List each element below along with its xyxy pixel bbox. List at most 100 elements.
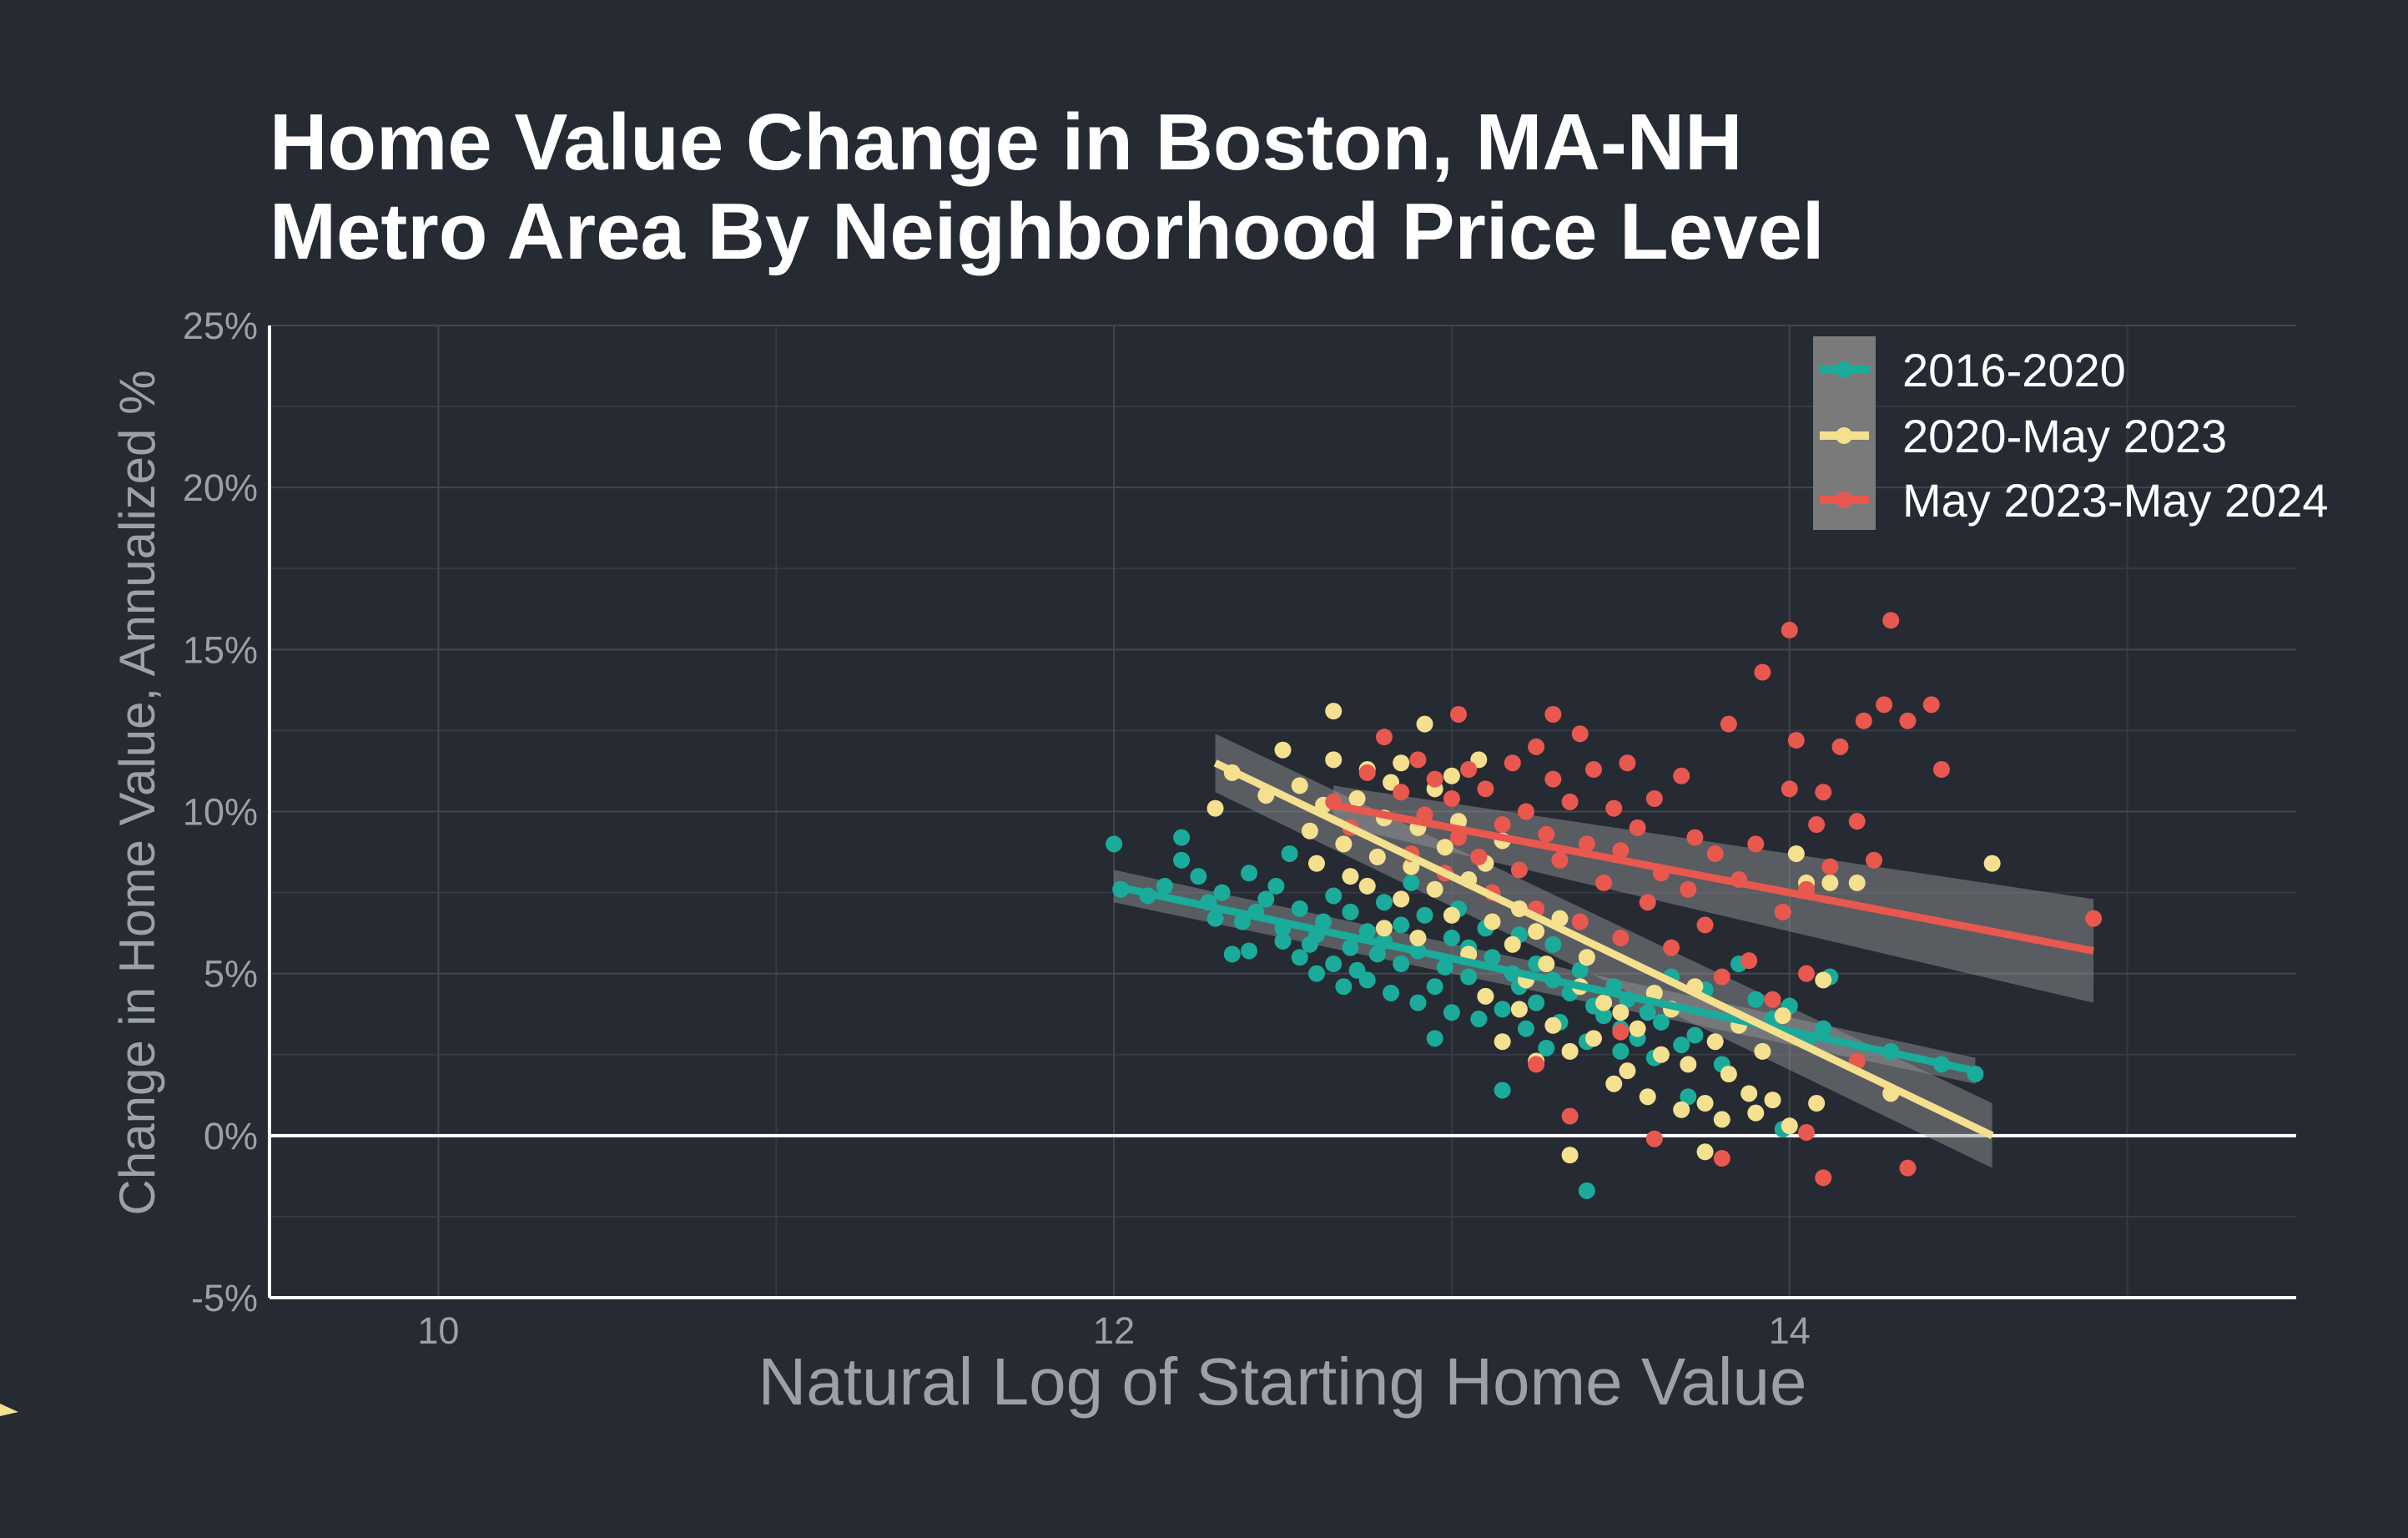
data-point (1291, 949, 1308, 966)
data-point (1754, 1042, 1771, 1060)
legend-key-point (1836, 361, 1852, 378)
data-point (1291, 900, 1308, 917)
data-point (1673, 767, 1690, 784)
data-point (1358, 764, 1376, 781)
data-point (1848, 813, 1866, 830)
data-point (1578, 835, 1595, 853)
data-point (1426, 978, 1443, 996)
x-axis-title: Natural Log of Starting Home Value (758, 1344, 1807, 1419)
data-point (1639, 894, 1656, 911)
data-point (1680, 880, 1697, 898)
data-point (1443, 767, 1460, 784)
data-point (1612, 1042, 1630, 1060)
data-point (1443, 1004, 1460, 1021)
data-point (1325, 956, 1343, 973)
data-point (1815, 1020, 1832, 1037)
data-point (1899, 1159, 1917, 1177)
data-point (1494, 1082, 1511, 1099)
legend-key-point (1836, 492, 1852, 508)
data-point (1922, 696, 1940, 714)
data-point (1774, 1007, 1791, 1025)
data-point (1257, 890, 1275, 908)
data-point (1342, 939, 1359, 956)
data-point (1190, 868, 1207, 885)
x-tick-label: 12 (1093, 1309, 1135, 1352)
data-point (2085, 910, 2103, 927)
data-point (1706, 845, 1724, 862)
data-point (1375, 729, 1393, 746)
data-point (1436, 839, 1453, 856)
data-point (1504, 935, 1521, 953)
y-tick-labels: -5% 0% 5% 10% 15% 20% 25% (183, 305, 258, 1319)
data-point (1781, 780, 1798, 798)
data-point (1865, 851, 1882, 869)
data-point (1706, 1033, 1724, 1051)
y-tick-label: 15% (183, 628, 258, 671)
data-point (1393, 784, 1410, 801)
data-point (1605, 799, 1623, 817)
data-point (1342, 868, 1359, 885)
data-point (1436, 958, 1453, 976)
data-point (1544, 935, 1562, 953)
data-point (1156, 877, 1173, 895)
trend-line (1332, 801, 2094, 955)
data-point (1470, 1011, 1488, 1028)
data-point (1876, 696, 1893, 714)
y-tick-label: 0% (204, 1115, 258, 1157)
data-point (1450, 706, 1468, 723)
data-point (1645, 789, 1663, 807)
y-tick-label: -5% (191, 1277, 258, 1319)
data-point (1605, 1075, 1623, 1092)
data-point (1764, 1092, 1781, 1109)
data-point (1325, 703, 1343, 720)
data-point (1629, 1020, 1646, 1037)
data-point (1696, 1095, 1714, 1112)
data-point (1528, 994, 1545, 1011)
data-point (1538, 1039, 1555, 1056)
data-point (1584, 1030, 1602, 1047)
grid-minor (270, 325, 2296, 1298)
data-point (1720, 1066, 1737, 1083)
data-point (1494, 1001, 1511, 1018)
data-point (1409, 929, 1427, 946)
data-point (1393, 890, 1410, 908)
data-point (1207, 799, 1224, 817)
data-point (1612, 842, 1630, 860)
data-point (1335, 978, 1353, 996)
data-point (1460, 968, 1478, 986)
data-point (1612, 1023, 1630, 1041)
data-point (1325, 751, 1343, 769)
data-point (1267, 877, 1285, 895)
data-point (1639, 1004, 1656, 1021)
data-point (1629, 819, 1646, 836)
data-point (1815, 971, 1832, 989)
data-point (1584, 761, 1602, 779)
data-point (1460, 761, 1478, 779)
y-tick-label: 20% (183, 466, 258, 509)
data-point (1595, 994, 1613, 1011)
data-point (1787, 845, 1805, 862)
legend: 2016-2020 2020-May 2023 May 2023-May 2024 (1813, 336, 2329, 530)
data-point (1882, 612, 1900, 629)
data-point (1528, 1056, 1545, 1073)
data-point (1368, 945, 1386, 963)
data-point (1855, 712, 1872, 729)
data-point (1528, 738, 1545, 755)
data-point (1821, 874, 1839, 891)
data-point (1983, 855, 2001, 872)
data-point (1470, 848, 1488, 865)
data-point (1510, 1001, 1528, 1018)
data-point (1335, 835, 1353, 853)
data-point (1645, 984, 1663, 1001)
data-point (1301, 822, 1318, 840)
data-point (1612, 929, 1630, 946)
data-point (1815, 1169, 1832, 1187)
data-point (1307, 965, 1325, 982)
data-point (1774, 903, 1791, 920)
data-point (1781, 1117, 1798, 1135)
data-point (1680, 1088, 1697, 1106)
y-axis-title: Change in Home Value, Annualized % (109, 371, 165, 1216)
data-point (1808, 816, 1826, 834)
